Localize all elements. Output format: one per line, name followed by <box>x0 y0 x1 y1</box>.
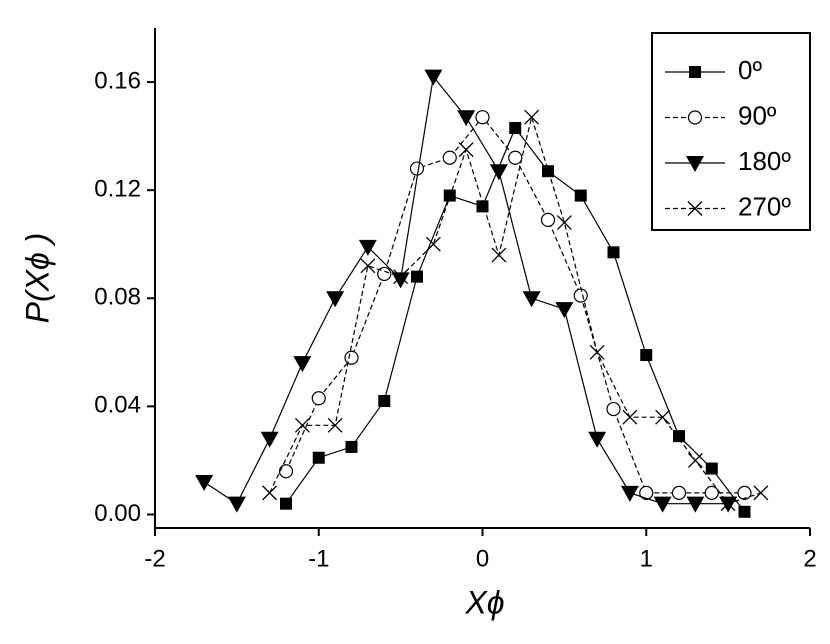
marker <box>393 269 409 285</box>
marker <box>606 401 621 417</box>
marker <box>326 291 345 308</box>
marker <box>687 110 703 125</box>
marker <box>312 451 325 464</box>
marker <box>491 247 507 263</box>
x-tick-label: 2 <box>803 545 816 572</box>
marker <box>588 431 607 448</box>
marker <box>522 291 541 308</box>
legend-label: 0º <box>738 55 762 85</box>
marker <box>673 430 685 443</box>
marker <box>653 496 672 513</box>
marker <box>457 110 476 127</box>
marker <box>753 485 769 501</box>
marker <box>542 165 554 178</box>
marker <box>540 212 556 227</box>
marker <box>686 156 704 172</box>
y-tick-label: 0.00 <box>94 500 141 527</box>
y-tick-label: 0.12 <box>94 176 141 203</box>
y-axis-label: P(Xϕ ) <box>19 233 55 324</box>
x-tick-label: -2 <box>144 545 165 572</box>
marker <box>327 417 343 433</box>
marker <box>737 485 752 500</box>
marker <box>689 66 701 78</box>
marker <box>556 215 572 231</box>
marker <box>425 236 441 252</box>
marker <box>442 150 457 165</box>
marker <box>573 288 588 303</box>
marker <box>358 239 377 256</box>
legend-label: 90º <box>738 100 777 130</box>
marker <box>293 356 312 373</box>
marker <box>719 496 738 513</box>
marker <box>655 409 671 425</box>
marker <box>280 497 292 510</box>
series-line <box>203 75 729 505</box>
legend-label: 180º <box>738 146 791 176</box>
marker <box>620 485 639 502</box>
marker <box>622 409 638 425</box>
series-line <box>269 114 762 505</box>
marker <box>671 485 687 500</box>
marker <box>475 110 490 125</box>
marker <box>640 349 653 362</box>
marker <box>686 496 705 513</box>
marker <box>311 391 326 406</box>
marker <box>260 431 279 448</box>
marker <box>424 69 443 86</box>
marker <box>555 302 574 319</box>
marker <box>411 270 423 283</box>
y-tick-label: 0.16 <box>94 67 141 94</box>
marker <box>508 150 523 165</box>
marker <box>360 258 376 274</box>
marker <box>738 505 751 518</box>
marker <box>458 142 474 158</box>
marker <box>687 452 703 468</box>
x-tick-label: 1 <box>640 545 653 572</box>
marker <box>294 417 310 433</box>
y-tick-label: 0.08 <box>94 284 141 311</box>
series-line <box>285 116 745 494</box>
marker <box>391 272 410 289</box>
legend-label: 270º <box>738 191 791 221</box>
x-axis-label: Xϕ <box>464 584 504 620</box>
marker <box>524 109 540 125</box>
y-tick-label: 0.04 <box>94 392 141 419</box>
marker <box>476 200 489 213</box>
marker <box>489 164 508 181</box>
marker <box>720 496 736 512</box>
marker <box>589 344 605 360</box>
marker <box>574 189 587 202</box>
marker <box>704 485 719 500</box>
marker <box>345 440 358 453</box>
marker <box>639 485 654 500</box>
marker <box>344 350 359 365</box>
x-tick-label: -1 <box>308 545 329 572</box>
marker <box>262 485 278 501</box>
marker <box>705 462 718 475</box>
marker <box>227 496 246 513</box>
marker <box>409 161 425 176</box>
legend-box <box>651 32 811 231</box>
marker <box>195 475 214 492</box>
marker <box>687 201 703 216</box>
marker <box>607 246 620 259</box>
marker <box>278 464 294 479</box>
marker <box>509 122 522 134</box>
marker <box>378 394 391 407</box>
x-tick-label: 0 <box>476 545 489 572</box>
